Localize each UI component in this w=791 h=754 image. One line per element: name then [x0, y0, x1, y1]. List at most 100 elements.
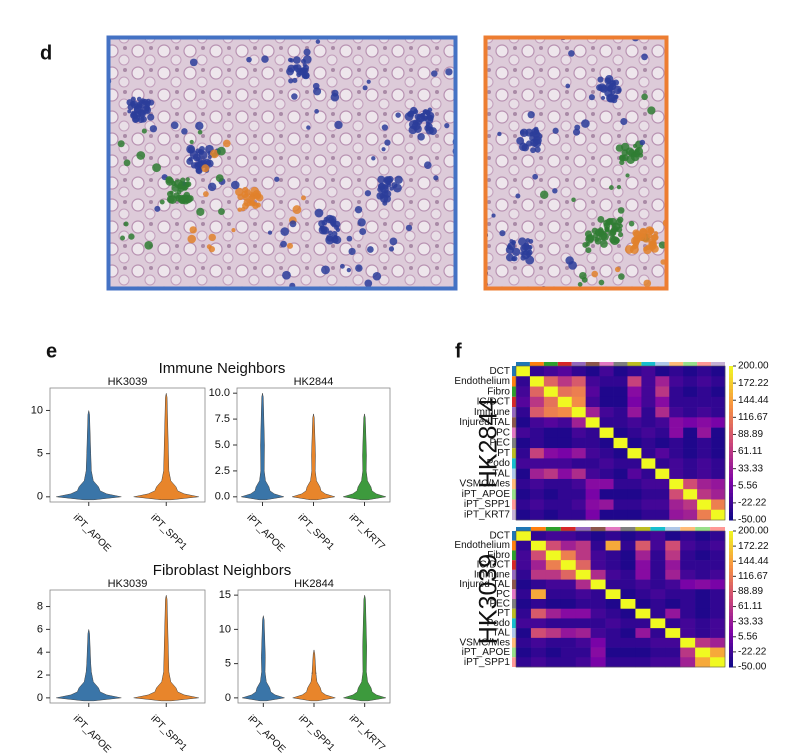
heatmap-cell [560, 579, 577, 590]
row-label: Podo [487, 618, 511, 629]
heatmap-cell [711, 489, 726, 500]
cell-dot [625, 173, 630, 178]
heatmap-cell [560, 589, 577, 600]
cell-dot [552, 188, 558, 194]
heatmap-cell [590, 637, 606, 648]
colorbar-step [729, 616, 733, 620]
heatmap-cell [680, 560, 696, 571]
heatmap-cell [560, 618, 577, 629]
colorbar-tick-label: 61.11 [738, 446, 763, 457]
colorbar-tick-label: 33.33 [738, 616, 763, 627]
cell-dot [431, 70, 438, 77]
row-label: Fibro [487, 550, 510, 561]
heatmap-cell [669, 366, 684, 377]
colorbar-step [729, 643, 733, 648]
cell-dot [286, 242, 294, 249]
heatmap-cell [627, 407, 642, 418]
heatmap-cell [695, 589, 711, 600]
colorbar-step [729, 412, 733, 417]
cell-dot [509, 239, 514, 244]
heatmap-cell [635, 560, 651, 571]
cell-dot [348, 247, 356, 256]
col-color-strip [697, 362, 712, 366]
colorbar-step [729, 650, 733, 654]
cell-dot [628, 220, 635, 227]
heatmap-cell [635, 540, 651, 551]
heatmap-cell [641, 396, 656, 408]
cell-dot [423, 161, 432, 170]
heatmap-cell [683, 417, 698, 428]
heatmap-cell [695, 560, 711, 571]
violin [133, 595, 199, 702]
heatmap-cell [665, 550, 681, 561]
heatmap-cell [641, 478, 656, 490]
cell-dot [571, 197, 576, 202]
subplot-title: HK3039 [108, 376, 148, 388]
heatmap-cell [543, 427, 559, 439]
row-color-strip [512, 427, 516, 438]
colorbar-step [729, 609, 733, 614]
subplot-title: HK2844 [294, 578, 334, 590]
heatmap-cell [516, 540, 532, 551]
heatmap-cell [557, 478, 573, 490]
heatmap-cell [680, 569, 696, 580]
cell-dot [346, 235, 353, 242]
violin [292, 413, 335, 501]
cell-dot [128, 233, 135, 240]
cell-dot [381, 124, 389, 131]
cell-dot [141, 128, 147, 134]
heatmap-cell [710, 647, 726, 658]
heatmap-cell [680, 618, 696, 629]
heatmap-cell [680, 628, 696, 639]
heatmap-cell [613, 437, 628, 449]
heatmap-cell [620, 569, 636, 580]
heatmap-cell [620, 540, 636, 551]
heatmap-cell [571, 437, 586, 449]
heatmap-cell [545, 657, 562, 668]
heatmap-cell [516, 531, 532, 542]
cell-dot [296, 71, 302, 78]
colorbar-step [729, 622, 733, 627]
row-label: IC/DCT [477, 397, 510, 408]
heatmap-cell [571, 417, 586, 428]
heatmap-cell [516, 618, 532, 629]
cell-dot [381, 147, 386, 152]
heatmap-cell [557, 396, 573, 408]
heatmap-cell [545, 579, 562, 590]
heatmap-cell [599, 427, 614, 439]
cell-dot [354, 205, 363, 214]
heatmap-cell [665, 540, 681, 551]
heatmap-cell [695, 579, 711, 590]
cell-dot [171, 180, 177, 186]
cell-dot [394, 175, 403, 185]
heatmap-cell [545, 618, 562, 629]
cell-dot [610, 227, 617, 234]
heatmap-cell [641, 366, 656, 377]
col-color-strip [711, 362, 725, 366]
cell-dot [649, 245, 655, 251]
heatmap-cell [655, 366, 670, 377]
heatmap-cell [516, 657, 532, 668]
cell-dot [267, 230, 273, 235]
cell-dot [631, 236, 640, 246]
heatmap-cell [560, 657, 577, 668]
heatmap-cell [710, 589, 726, 600]
colorbar-step [729, 663, 733, 668]
heatmap-cell [635, 569, 651, 580]
heatmap-cell [529, 468, 545, 480]
heatmap-cell [545, 589, 562, 600]
heatmap-cell [669, 437, 684, 449]
cell-dot [581, 119, 590, 128]
col-color-strip [635, 527, 651, 531]
cell-dot [187, 234, 196, 244]
cell-dot [367, 246, 374, 253]
cell-dot [383, 190, 392, 198]
heatmap-cell [635, 647, 651, 658]
row-label: TAL [492, 628, 510, 639]
heatmap-cell [697, 376, 712, 387]
cell-dot [149, 125, 158, 133]
y-tick-label: 5 [37, 448, 43, 460]
colorbar-step [729, 565, 733, 569]
cell-dot [289, 220, 297, 228]
cell-dot [372, 271, 382, 281]
